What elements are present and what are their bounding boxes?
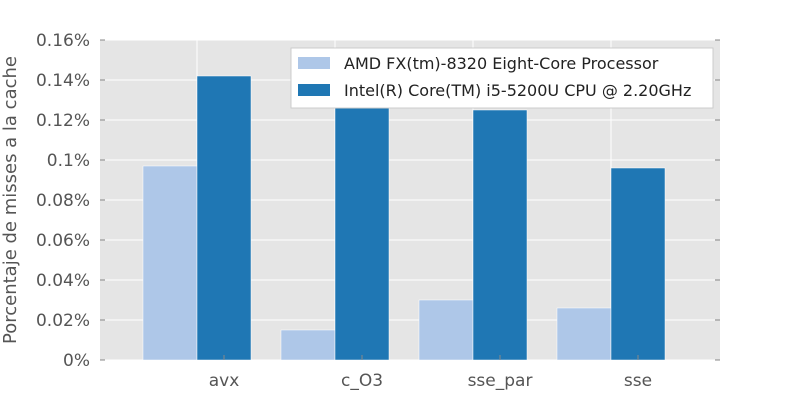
y-tick-label: 0.08% (36, 191, 90, 211)
bar-intel-c_O3 (334, 107, 390, 361)
bar-intel-avx (196, 75, 252, 361)
bar-amd-sse (556, 307, 612, 361)
y-tick-label: 0% (63, 351, 90, 371)
legend-swatch-intel (298, 84, 330, 96)
y-tick-label: 0.12% (36, 111, 90, 131)
y-axis-ticks: 0% 0.02% 0.04% 0.06% 0.08% 0.1% 0.12% 0.14% 0.16… (36, 31, 720, 371)
bars (142, 75, 666, 361)
legend-swatch-amd (298, 57, 330, 69)
x-tick-label: avx (209, 371, 240, 391)
legend-box (290, 47, 714, 109)
bar-intel-sse_par (472, 109, 528, 361)
y-tick-label: 0.16% (36, 31, 90, 51)
x-axis-ticks: avx c_O3 sse_par sse (209, 355, 652, 391)
bar-amd-c_O3 (280, 329, 336, 361)
y-tick-label: 0.02% (36, 311, 90, 331)
bar-intel-sse (610, 167, 666, 361)
bar-amd-avx (142, 165, 198, 361)
y-axis-label: Porcentaje de misses a la cache (0, 56, 21, 344)
x-tick-label: c_O3 (341, 371, 383, 391)
x-tick-label: sse_par (468, 371, 533, 391)
bar-amd-sse_par (418, 299, 474, 361)
legend-label-amd: AMD FX(tm)-8320 Eight-Core Processor (344, 54, 659, 73)
y-tick-label: 0.06% (36, 231, 90, 251)
legend: AMD FX(tm)-8320 Eight-Core Processor Int… (290, 47, 714, 109)
y-tick-label: 0.14% (36, 71, 90, 91)
legend-label-intel: Intel(R) Core(TM) i5-5200U CPU @ 2.20GHz (344, 81, 691, 100)
x-tick-label: sse (624, 371, 652, 391)
y-tick-label: 0.04% (36, 271, 90, 291)
y-tick-label: 0.1% (47, 151, 90, 171)
